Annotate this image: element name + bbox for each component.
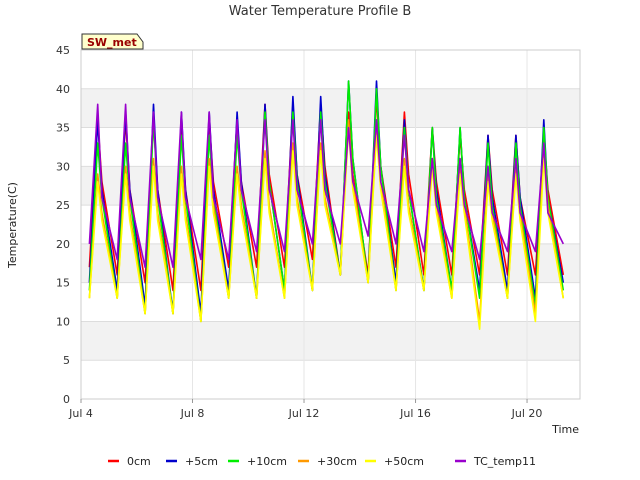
plot-background-bands bbox=[81, 88, 580, 361]
series-line--50cm bbox=[88, 126, 565, 331]
y-axis-label: Temperature(C) bbox=[6, 182, 19, 269]
legend-label: +30cm bbox=[317, 455, 357, 468]
background-band bbox=[81, 321, 580, 361]
chart-title: Water Temperature Profile B bbox=[229, 4, 412, 19]
y-tick-label: 10 bbox=[56, 315, 70, 328]
y-tick-label: 0 bbox=[63, 393, 70, 406]
y-tick-label: 15 bbox=[56, 277, 70, 290]
site-badge-box bbox=[81, 33, 144, 50]
background-band bbox=[81, 88, 580, 128]
site-badge-label: SW_met bbox=[87, 36, 137, 49]
y-tick-label: 25 bbox=[56, 199, 70, 212]
x-axis-ticks: Jul 4 Jul 8 Jul 12 Jul 16 Jul 20 bbox=[68, 399, 542, 420]
x-tick-label: Jul 12 bbox=[288, 407, 320, 420]
y-tick-label: 30 bbox=[56, 160, 70, 173]
series-line-tc-temp11 bbox=[88, 103, 565, 269]
background-band bbox=[81, 166, 580, 206]
plot-area-frame bbox=[80, 49, 581, 400]
x-tick-label: Jul 4 bbox=[68, 407, 93, 420]
y-tick-label: 40 bbox=[56, 83, 70, 96]
legend-label: +10cm bbox=[247, 455, 287, 468]
legend-label: TC_temp11 bbox=[473, 455, 536, 468]
legend-label: +5cm bbox=[185, 455, 218, 468]
y-axis-ticks: 0 5 10 15 20 25 30 35 40 45 bbox=[56, 44, 70, 406]
x-axis-label: Time bbox=[551, 423, 579, 436]
legend-label: +50cm bbox=[384, 455, 424, 468]
x-tick-label: Jul 20 bbox=[511, 407, 543, 420]
series-lines bbox=[88, 80, 565, 331]
x-tick-label: Jul 16 bbox=[399, 407, 431, 420]
y-tick-label: 45 bbox=[56, 44, 70, 57]
y-tick-label: 20 bbox=[56, 238, 70, 251]
y-tick-label: 35 bbox=[56, 122, 70, 135]
x-tick-label: Jul 8 bbox=[180, 407, 205, 420]
chart-legend: 0cm +5cm +10cm +30cm +50cm TC_temp11 bbox=[108, 455, 536, 468]
legend-label: 0cm bbox=[127, 455, 151, 468]
y-tick-label: 5 bbox=[63, 354, 70, 367]
site-badge: SW_met bbox=[81, 33, 144, 50]
